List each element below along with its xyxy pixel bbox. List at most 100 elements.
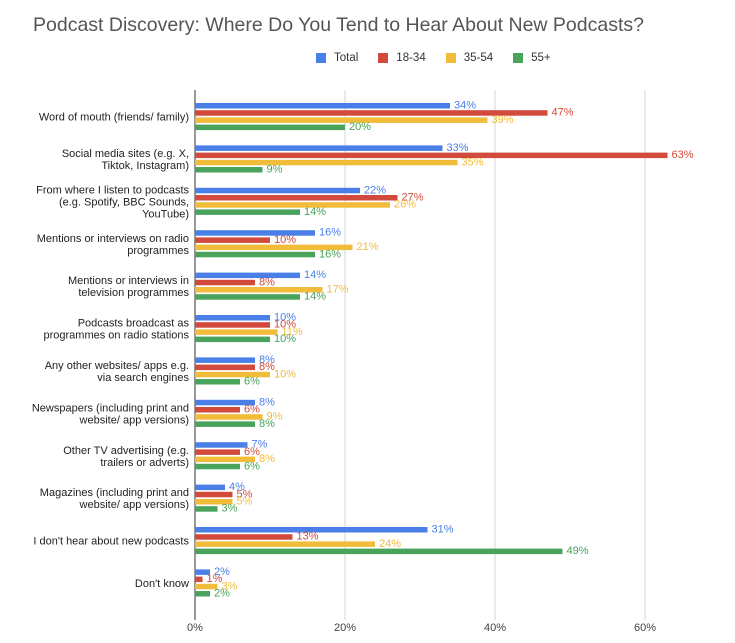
category-label: programmes — [127, 245, 189, 257]
bar-35-54 — [195, 202, 390, 208]
data-label: 5% — [237, 496, 253, 508]
data-label: 10% — [274, 333, 296, 345]
bar-55plus — [195, 336, 270, 343]
data-label: 8% — [259, 276, 275, 288]
category-label: From where I listen to podcasts — [36, 184, 189, 196]
bar-35-54 — [195, 456, 255, 463]
category-label: trailers or adverts) — [100, 457, 189, 469]
data-label: 3% — [222, 580, 238, 592]
bar-total — [195, 484, 225, 491]
bar-55plus — [195, 167, 263, 173]
legend-item-35-54: 35-54 — [445, 52, 494, 64]
legend-item-18-34: 18-34 — [378, 52, 426, 64]
bar-35-54 — [195, 541, 375, 547]
bar-55plus — [195, 506, 218, 512]
category-label: Tiktok, Instagram) — [101, 160, 189, 172]
bar-total — [195, 569, 210, 575]
data-label: 16% — [319, 227, 341, 239]
data-label: 2% — [214, 566, 230, 578]
data-label: 24% — [379, 538, 401, 550]
data-label: 6% — [244, 404, 260, 416]
bar-18-34 — [195, 364, 255, 371]
data-label: 9% — [267, 164, 283, 176]
data-label: 14% — [304, 269, 326, 281]
data-label: 13% — [297, 531, 319, 543]
legend-label-35-54: 35-54 — [463, 52, 494, 64]
category-label: I don't hear about new podcasts — [33, 536, 189, 548]
data-label: 8% — [259, 453, 275, 465]
data-label: 14% — [304, 291, 326, 303]
data-label: 8% — [259, 354, 275, 366]
bar-total — [195, 442, 248, 448]
data-label: 5% — [237, 488, 253, 500]
bar-18-34 — [195, 110, 548, 116]
data-label: 6% — [244, 376, 260, 388]
x-tick-label: 40% — [484, 622, 506, 634]
data-label: 34% — [454, 100, 476, 112]
legend-label-total: Total — [334, 52, 359, 64]
bar-18-34 — [195, 152, 668, 159]
data-label: 8% — [259, 418, 275, 430]
bar-55plus — [195, 379, 240, 385]
bar-55plus — [195, 421, 255, 427]
data-label: 6% — [244, 446, 260, 458]
bar-18-34 — [195, 534, 293, 540]
legend-swatch-35-54 — [445, 53, 456, 63]
chart-title: Podcast Discovery: Where Do You Tend to … — [33, 14, 644, 36]
data-label: 31% — [432, 524, 454, 536]
x-tick-label: 0% — [187, 622, 203, 634]
data-label: 10% — [274, 234, 296, 246]
data-label: 35% — [462, 156, 484, 168]
bar-35-54 — [195, 244, 353, 251]
bar-18-34 — [195, 491, 233, 498]
category-label: Don't know — [135, 578, 189, 590]
chart-legend: Total 18-34 35-54 55+ — [316, 52, 551, 64]
data-label: 8% — [259, 361, 275, 373]
bar-55plus — [195, 251, 315, 258]
bar-18-34 — [195, 322, 270, 328]
bar-18-34 — [195, 449, 240, 455]
bar-total — [195, 272, 300, 279]
data-label: 22% — [364, 184, 386, 196]
category-label: Other TV advertising (e.g. — [63, 445, 189, 457]
bar-18-34 — [195, 279, 255, 286]
bar-18-34 — [195, 195, 398, 201]
category-label: television programmes — [78, 287, 189, 299]
category-label: Magazines (including print and — [40, 487, 189, 499]
data-label: 6% — [244, 460, 260, 472]
bar-total — [195, 230, 315, 236]
bar-55plus — [195, 294, 300, 300]
bar-35-54 — [195, 414, 263, 420]
legend-swatch-18-34 — [378, 53, 389, 63]
bar-18-34 — [195, 237, 270, 243]
data-label: 26% — [394, 199, 416, 211]
data-label: 17% — [327, 284, 349, 296]
category-label: (e.g. Spotify, BBC Sounds, — [59, 196, 189, 208]
bar-total — [195, 399, 255, 406]
bar-35-54 — [195, 287, 323, 293]
bar-total — [195, 145, 443, 151]
data-label: 2% — [214, 588, 230, 600]
data-label: 4% — [229, 481, 245, 493]
data-label: 1% — [207, 573, 223, 585]
bar-55plus — [195, 591, 210, 597]
bar-18-34 — [195, 576, 203, 583]
data-label: 49% — [567, 545, 589, 557]
legend-swatch-55plus — [513, 53, 524, 63]
data-label: 8% — [259, 396, 275, 408]
data-label: 33% — [447, 142, 469, 154]
category-label: YouTube) — [142, 208, 189, 220]
bar-55plus — [195, 548, 563, 555]
bar-total — [195, 187, 360, 194]
bar-total — [195, 527, 428, 533]
bar-total — [195, 103, 450, 109]
legend-swatch-total — [316, 53, 326, 63]
x-tick-label: 20% — [334, 622, 356, 634]
bar-55plus — [195, 124, 345, 131]
data-label: 21% — [357, 241, 379, 253]
category-label: programmes on radio stations — [43, 330, 189, 342]
bar-55plus — [195, 209, 300, 215]
bar-35-54 — [195, 329, 278, 335]
bar-55plus — [195, 463, 240, 470]
data-label: 63% — [672, 149, 694, 161]
